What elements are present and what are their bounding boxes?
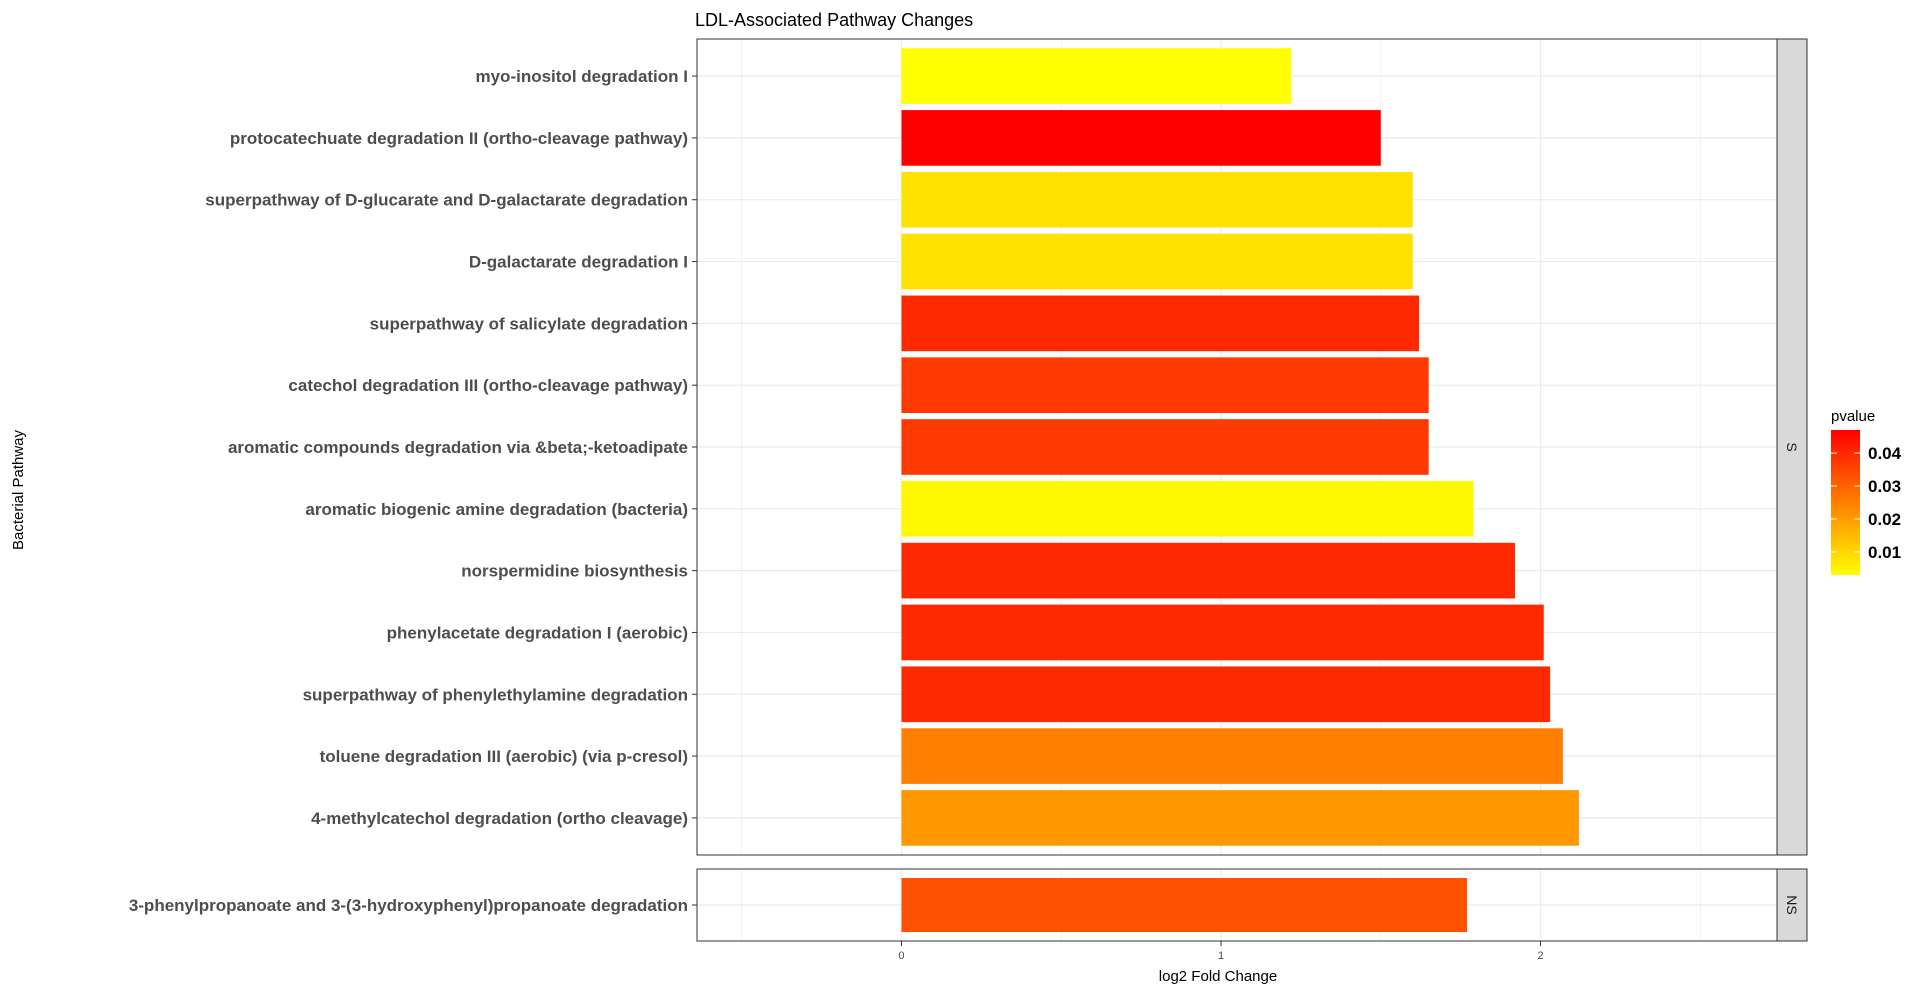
category-label: 3-phenylpropanoate and 3-(3-hydroxypheny…: [129, 896, 688, 915]
legend-tick-label: 0.01: [1868, 543, 1901, 562]
x-axis-label: log2 Fold Change: [1159, 968, 1277, 985]
bar-s-12: [901, 728, 1563, 784]
category-label: toluene degradation III (aerobic) (via p…: [320, 747, 688, 766]
legend-tick-label: 0.02: [1868, 510, 1901, 529]
x-tick-label: 2: [1537, 950, 1543, 962]
x-axis-ticks: 0 1 2: [898, 941, 1544, 962]
category-label: phenylacetate degradation I (aerobic): [387, 623, 688, 642]
panel-s-bars: [901, 48, 1579, 846]
legend-ticks: 0.01 0.02 0.03 0.04: [1831, 444, 1902, 562]
legend-tick-label: 0.03: [1868, 477, 1901, 496]
panel-ns-strip-label: NS: [1784, 895, 1800, 914]
panel-ns-strip: [1776, 868, 1808, 942]
bar-s-6: [901, 357, 1429, 413]
category-label: protocatechuate degradation II (ortho-cl…: [230, 129, 688, 148]
bar-s-1: [901, 48, 1292, 104]
panel-s-strip: [1776, 38, 1808, 856]
x-tick-label: 0: [898, 950, 904, 962]
category-label: catechol degradation III (ortho-cleavage…: [288, 376, 688, 395]
category-label: superpathway of phenylethylamine degrada…: [303, 685, 688, 704]
bar-s-2: [901, 110, 1381, 166]
bar-s-9: [901, 542, 1515, 599]
panel-s-strip-label: S: [1784, 442, 1800, 451]
panel-ns-category-labels: 3-phenylpropanoate and 3-(3-hydroxypheny…: [129, 896, 697, 915]
bar-s-13: [901, 790, 1579, 846]
category-label: aromatic biogenic amine degradation (bac…: [305, 500, 688, 519]
bar-s-3: [901, 171, 1413, 228]
bar-s-5: [901, 295, 1420, 352]
legend-tick-label: 0.04: [1868, 444, 1902, 463]
x-tick-label: 1: [1218, 950, 1224, 962]
legend-colorbar: [1831, 430, 1860, 575]
category-label: norspermidine biosynthesis: [461, 562, 688, 581]
bar-s-4: [901, 233, 1413, 290]
category-label: superpathway of D-glucarate and D-galact…: [205, 191, 688, 210]
y-axis-label: Bacterial Pathway: [10, 429, 27, 550]
bar-s-10: [901, 604, 1544, 661]
category-label: myo-inositol degradation I: [475, 67, 688, 86]
legend-title: pvalue: [1831, 408, 1875, 425]
bar-s-7: [901, 419, 1429, 475]
panel-ns: NS 3-phenylpropanoate and 3-(3-hydroxyph…: [129, 868, 1808, 942]
legend: pvalue 0.01 0.02 0.03 0.04: [1831, 408, 1902, 575]
bar-s-11: [901, 666, 1551, 723]
panel-s-category-labels: myo-inositol degradation I protocatechuat…: [205, 67, 697, 828]
category-label: 4-methylcatechol degradation (ortho clea…: [311, 809, 688, 828]
panel-s: S myo-inositol degradation I protocatechu…: [205, 38, 1808, 856]
category-label: aromatic compounds degradation via &beta…: [228, 438, 688, 457]
panel-ns-bars: [901, 878, 1468, 932]
bar-s-8: [901, 481, 1474, 537]
chart-title: LDL-Associated Pathway Changes: [695, 10, 973, 30]
category-label: superpathway of salicylate degradation: [370, 314, 688, 333]
category-label: D-galactarate degradation I: [469, 253, 688, 272]
bar-ns-1: [901, 878, 1468, 932]
